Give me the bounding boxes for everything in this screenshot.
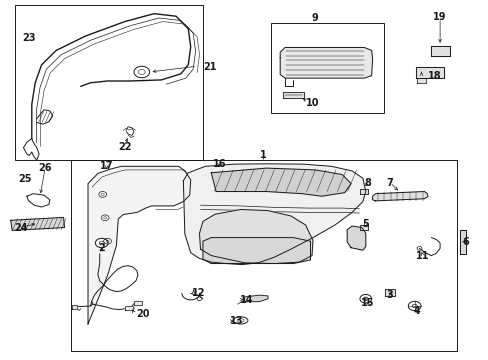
Text: 4: 4 bbox=[412, 306, 419, 316]
Text: 1: 1 bbox=[259, 150, 266, 160]
Polygon shape bbox=[282, 92, 304, 98]
Text: 3: 3 bbox=[386, 290, 393, 300]
Polygon shape bbox=[125, 306, 133, 310]
Polygon shape bbox=[359, 189, 367, 194]
Polygon shape bbox=[459, 230, 465, 254]
Polygon shape bbox=[72, 305, 77, 309]
Text: 7: 7 bbox=[386, 177, 393, 188]
Text: 5: 5 bbox=[362, 219, 368, 229]
Text: 9: 9 bbox=[310, 13, 317, 23]
Text: 19: 19 bbox=[432, 12, 446, 22]
Polygon shape bbox=[359, 225, 367, 230]
Polygon shape bbox=[430, 46, 449, 56]
Polygon shape bbox=[416, 78, 426, 83]
Text: 23: 23 bbox=[22, 33, 36, 43]
Text: 12: 12 bbox=[191, 288, 205, 298]
Text: 17: 17 bbox=[100, 161, 113, 171]
Circle shape bbox=[363, 297, 367, 301]
Text: 2: 2 bbox=[98, 243, 105, 253]
Bar bbox=[15, 5, 203, 160]
Bar bbox=[71, 160, 456, 351]
Text: 6: 6 bbox=[461, 237, 468, 247]
Text: 15: 15 bbox=[360, 298, 374, 308]
Text: 14: 14 bbox=[239, 294, 253, 305]
Polygon shape bbox=[203, 238, 310, 264]
Text: 10: 10 bbox=[305, 98, 319, 108]
Polygon shape bbox=[280, 48, 372, 78]
Text: 11: 11 bbox=[415, 251, 429, 261]
Bar bbox=[271, 23, 383, 113]
Text: 18: 18 bbox=[427, 71, 441, 81]
Polygon shape bbox=[385, 289, 394, 296]
Text: 20: 20 bbox=[136, 309, 149, 319]
Polygon shape bbox=[199, 210, 312, 264]
Text: 22: 22 bbox=[118, 142, 131, 152]
Polygon shape bbox=[244, 295, 267, 302]
Polygon shape bbox=[183, 164, 365, 265]
Text: 25: 25 bbox=[19, 174, 32, 184]
Text: 16: 16 bbox=[212, 159, 226, 169]
Polygon shape bbox=[11, 217, 64, 230]
Text: 13: 13 bbox=[229, 316, 243, 326]
Polygon shape bbox=[134, 301, 142, 305]
Polygon shape bbox=[415, 67, 443, 78]
Polygon shape bbox=[88, 166, 190, 324]
Polygon shape bbox=[211, 168, 350, 196]
Text: 26: 26 bbox=[38, 163, 52, 174]
Polygon shape bbox=[346, 226, 365, 250]
Text: 21: 21 bbox=[203, 62, 216, 72]
Text: 24: 24 bbox=[14, 222, 27, 233]
Polygon shape bbox=[372, 192, 427, 201]
Text: 8: 8 bbox=[364, 177, 370, 188]
